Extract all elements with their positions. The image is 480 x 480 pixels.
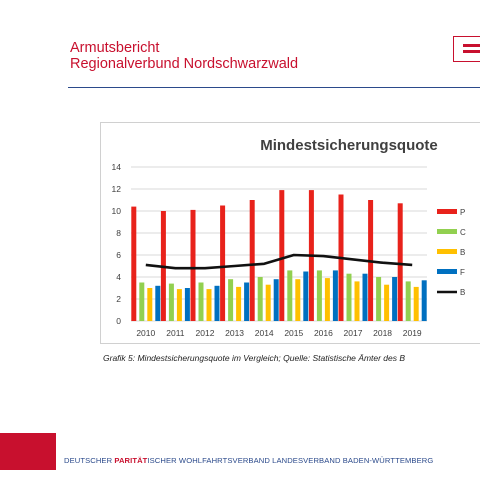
bar-f-2010 [155,285,161,321]
header-divider [68,87,480,88]
y-tick-label: 10 [112,206,122,216]
bar-c-2014 [257,277,263,321]
bar-f-2013 [244,282,250,321]
bar-c-2013 [228,279,234,321]
bar-p-2019 [397,203,403,321]
bar-c-2011 [168,283,174,321]
bar-b-2015 [295,279,301,321]
bar-p-2014 [249,200,255,321]
bar-f-2017 [362,273,368,321]
mindestsicherung-chart: Mindestsicherungsquote 0 2 4 6 8 10 12 14 2010 201… [112,137,466,338]
report-title: Armutsbericht Regionalverbund Nordschwar… [70,40,298,72]
footer-part1: DEUTSCHER [64,456,115,465]
legend-swatch [437,269,457,274]
bar-c-2012 [198,282,204,321]
x-tick-label: 2011 [166,328,185,338]
bar-c-2019 [405,281,411,321]
y-tick-label: 8 [116,228,121,238]
chart-title: Mindestsicherungsquote [260,137,438,154]
legend-label: P [460,208,465,217]
bar-b-2010 [147,288,153,321]
legend-swatch [437,229,457,234]
x-tick-label: 2013 [225,328,244,338]
legend-swatch [437,249,457,254]
bar-b-2018 [384,284,390,321]
footer-red-block [0,433,56,470]
legend-label: B [460,248,465,257]
footer-text: DEUTSCHER PARITÄTISCHER WOHLFAHRTSVERBAN… [64,456,433,465]
y-tick-label: 4 [116,272,121,282]
bar-p-2013 [220,205,226,321]
bar-c-2015 [287,270,293,321]
bar-p-2010 [131,206,137,321]
bar-b-2019 [413,286,419,321]
bar-b-2011 [176,289,182,321]
bar-b-2013 [236,286,242,321]
bar-f-2014 [273,279,279,321]
bar-f-2012 [214,285,220,321]
bar-f-2011 [184,288,190,321]
bar-b-2016 [324,278,330,321]
x-tick-label: 2014 [255,328,274,338]
footer-part2: PARITÄT [114,456,148,465]
bar-p-2015 [279,190,285,321]
y-tick-label: 0 [116,316,121,326]
y-tick-label: 14 [112,162,122,172]
legend-label: F [460,268,465,277]
y-tick-label: 6 [116,250,121,260]
bar-f-2019 [421,280,427,321]
x-tick-label: 2016 [314,328,333,338]
bar-f-2018 [392,277,398,321]
legend-label: C [460,228,466,237]
y-tick-label: 12 [112,184,122,194]
legend-label: B [460,288,465,297]
x-tick-label: 2018 [373,328,392,338]
footer-part3: ISCHER WOHLFAHRTSVERBAND LANDESVERBAND B… [147,456,434,465]
bar-f-2016 [332,270,338,321]
bar-f-2015 [303,271,309,321]
legend-swatch [437,209,457,214]
report-title-line1: Armutsbericht [70,40,160,56]
bar-b-2012 [206,289,212,321]
bar-c-2010 [139,282,145,321]
chart-frame: Mindestsicherungsquote 0 2 4 6 8 10 12 14 2010 201… [100,122,480,344]
bar-c-2017 [346,273,352,321]
x-tick-label: 2019 [403,328,422,338]
y-tick-label: 2 [116,294,121,304]
chart-caption: Grafik 5: Mindestsicherungsquote im Verg… [103,353,406,363]
bar-p-2012 [190,209,196,321]
x-tick-label: 2010 [136,328,155,338]
x-tick-label: 2015 [284,328,303,338]
line-series [145,253,413,270]
bar-b-2017 [354,281,360,321]
x-tick-label: 2012 [196,328,215,338]
bar-b-2014 [265,284,271,321]
bar-c-2016 [316,270,322,321]
x-tick-label: 2017 [344,328,363,338]
bar-c-2018 [376,277,382,321]
paritaet-logo-icon [453,36,480,62]
report-title-line2: Regionalverbund Nordschwarzwald [70,56,299,72]
